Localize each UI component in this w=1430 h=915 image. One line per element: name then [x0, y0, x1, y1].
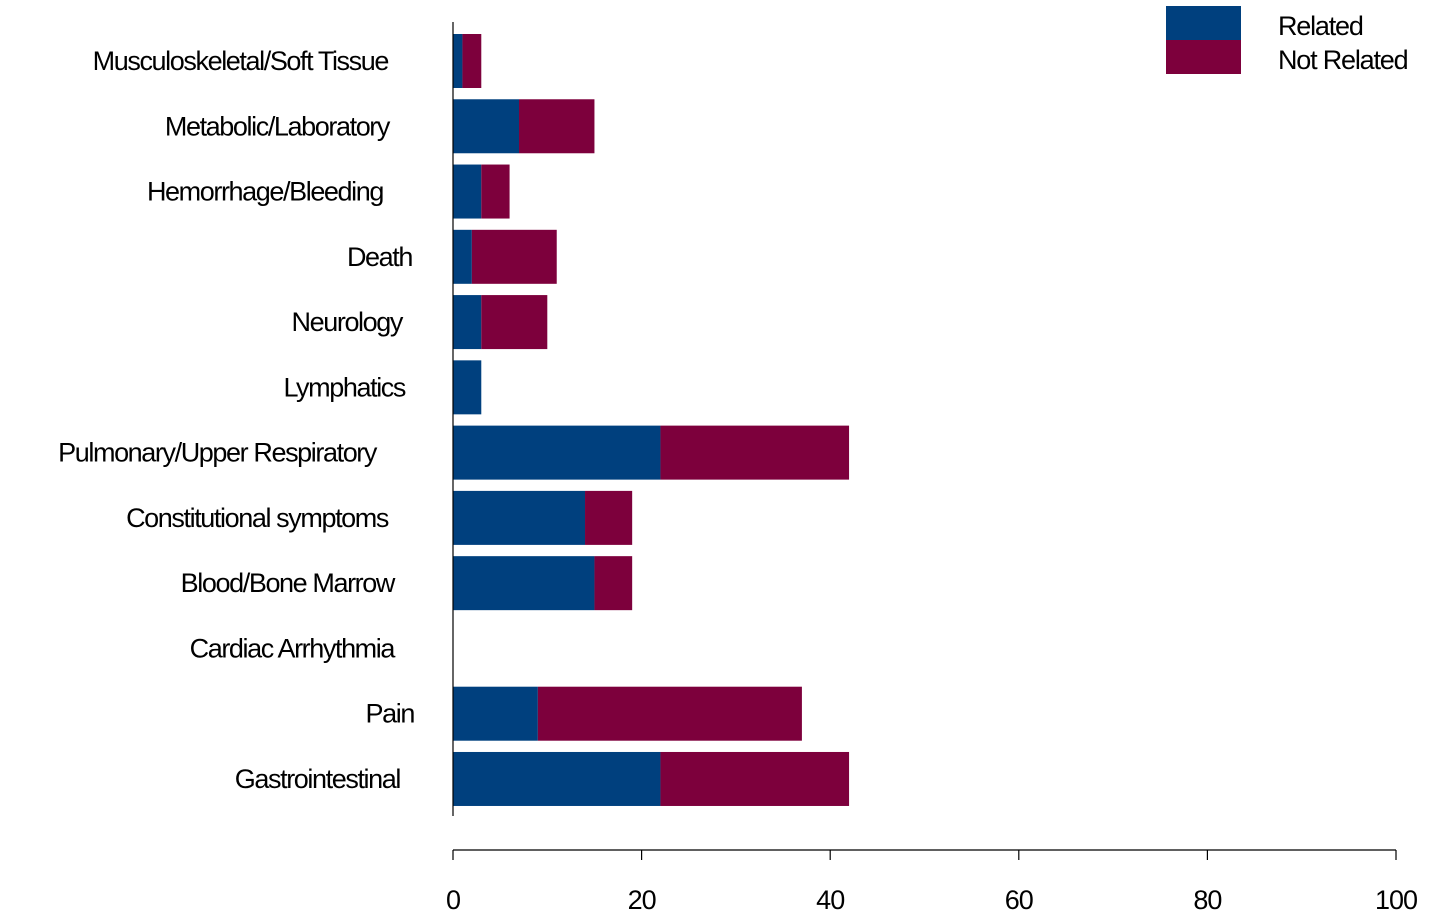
- category-label: Death: [347, 242, 412, 272]
- bar-not-related-gastrointestinal: [660, 751, 850, 806]
- bar-related-gastrointestinal: [453, 751, 661, 806]
- category-labels: Musculoskeletal/Soft Tissue Metabolic/Lab…: [58, 46, 416, 794]
- bar-not-related-pain: [537, 686, 802, 741]
- category-label: Cardiac Arrhythmia: [190, 633, 397, 663]
- category-label: Constitutional symptoms: [126, 503, 389, 533]
- value-axis: 0 20 40 60 80 100: [446, 849, 1418, 915]
- bar-related-lymphatics: [453, 360, 482, 415]
- category-label: Pulmonary/Upper Respiratory: [58, 438, 378, 468]
- bar-not-related-constitutional-symptoms: [585, 490, 633, 545]
- legend-label-related: Related: [1278, 11, 1363, 41]
- x-tick-label: 40: [816, 885, 844, 915]
- bar-related-metabolic-laboratory: [453, 99, 520, 154]
- category-label: Pain: [366, 699, 415, 729]
- category-label: Metabolic/Laboratory: [165, 111, 391, 141]
- x-tick-label: 60: [1005, 885, 1033, 915]
- category-label: Neurology: [292, 307, 404, 337]
- x-tick-label: 0: [446, 885, 460, 915]
- bar-not-related-neurology: [481, 295, 548, 350]
- bar-not-related-hemorrhage-bleeding: [481, 164, 510, 219]
- bar-related-musculoskeletal-soft-tissue: [453, 34, 463, 88]
- legend-swatch-not-related: [1166, 40, 1241, 74]
- legend-swatch-related: [1166, 6, 1241, 40]
- bar-not-related-metabolic-laboratory: [519, 99, 595, 154]
- bar-related-death: [453, 229, 472, 284]
- category-label: Musculoskeletal/Soft Tissue: [93, 46, 389, 76]
- legend-label-not-related: Not Related: [1278, 45, 1408, 75]
- category-label: Gastrointestinal: [235, 764, 401, 794]
- bar-related-hemorrhage-bleeding: [453, 164, 482, 219]
- category-label: Lymphatics: [283, 372, 405, 402]
- bar-related-constitutional-symptoms: [453, 490, 586, 545]
- bar-not-related-blood-bone-marrow: [594, 556, 633, 611]
- category-label: Blood/Bone Marrow: [181, 568, 396, 598]
- bar-related-neurology: [453, 295, 482, 350]
- x-tick-label: 20: [628, 885, 656, 915]
- x-tick-label: 100: [1375, 885, 1417, 915]
- bar-related-blood-bone-marrow: [453, 556, 595, 611]
- category-label: Hemorrhage/Bleeding: [147, 177, 383, 207]
- bar-not-related-pulmonary-upper-respiratory: [660, 425, 850, 480]
- bar-related-pulmonary-upper-respiratory: [453, 425, 661, 480]
- legend: Related Not Related: [1166, 6, 1409, 75]
- bars-group: [453, 34, 850, 806]
- x-tick-label: 80: [1193, 885, 1221, 915]
- bar-not-related-musculoskeletal-soft-tissue: [462, 34, 482, 88]
- bar-related-pain: [453, 686, 538, 741]
- bar-not-related-death: [471, 229, 557, 284]
